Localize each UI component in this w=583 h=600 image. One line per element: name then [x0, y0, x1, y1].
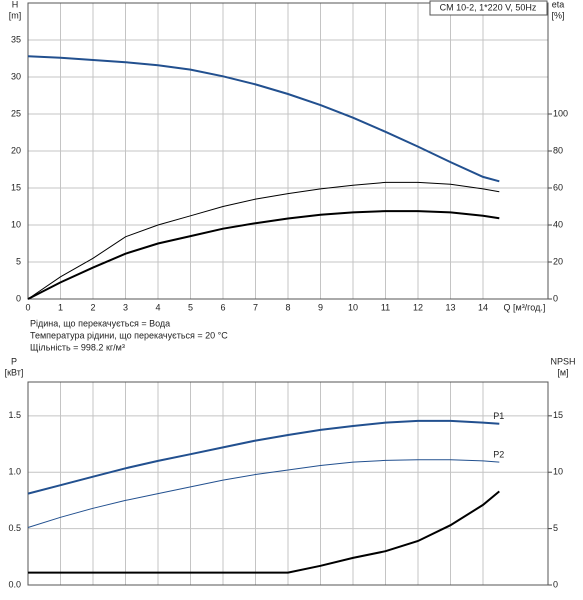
x-tick-label: 7	[253, 302, 258, 312]
y-tick-label: 35	[11, 34, 21, 44]
y-tick-label: 30	[11, 71, 21, 81]
y2-tick-label: 60	[553, 182, 563, 192]
y2-tick-label: 20	[553, 256, 563, 266]
y-axis-unit: [m]	[9, 10, 22, 20]
y-axis-label: H	[12, 0, 19, 9]
curve-label: P1	[493, 411, 504, 421]
curve	[27, 55, 500, 183]
note: Рідина, що перекачується = Вода	[30, 318, 170, 328]
plot-frame	[27, 381, 549, 586]
y-tick-label: 0	[16, 293, 21, 303]
y2-tick-label: 0	[553, 293, 558, 303]
curve	[27, 210, 500, 300]
x-axis-label: Q [м³/год.]	[504, 302, 546, 312]
y2-axis-label: NPSH	[550, 356, 575, 366]
x-tick-label: 12	[413, 302, 423, 312]
curve	[27, 181, 500, 300]
plot-frame	[27, 2, 549, 300]
chart-title: CM 10-2, 1*220 V, 50Hz	[440, 2, 537, 12]
y2-tick-label: 0	[553, 579, 558, 589]
x-tick-label: 2	[90, 302, 95, 312]
y-tick-label: 15	[11, 182, 21, 192]
x-tick-label: 10	[348, 302, 358, 312]
note: Температура рідини, що перекачується = 2…	[30, 330, 228, 340]
y2-tick-label: 40	[553, 219, 563, 229]
y2-tick-label: 10	[553, 467, 563, 477]
curve-label: P2	[493, 449, 504, 459]
curve	[27, 459, 500, 528]
x-tick-label: 11	[381, 302, 390, 312]
y-tick-label: 20	[11, 145, 21, 155]
y-tick-label: 0.0	[8, 579, 21, 589]
y2-tick-label: 15	[553, 410, 563, 420]
x-tick-label: 0	[25, 302, 30, 312]
y-tick-label: 1.0	[8, 467, 21, 477]
x-tick-label: 4	[155, 302, 160, 312]
y2-tick-label: 100	[553, 108, 568, 118]
x-tick-label: 13	[445, 302, 455, 312]
y-tick-label: 10	[11, 219, 21, 229]
x-tick-label: 5	[188, 302, 193, 312]
y-tick-label: 1.5	[8, 410, 21, 420]
y-tick-label: 5	[16, 256, 21, 266]
y-tick-label: 25	[11, 108, 21, 118]
y2-axis-unit: [%]	[551, 10, 564, 20]
y2-axis-label: eta	[552, 0, 565, 9]
x-tick-label: 9	[318, 302, 323, 312]
y-tick-label: 0.5	[8, 523, 21, 533]
x-tick-label: 14	[478, 302, 488, 312]
x-tick-label: 3	[123, 302, 128, 312]
y2-axis-unit: [м]	[557, 367, 568, 377]
x-tick-label: 6	[220, 302, 225, 312]
x-tick-label: 8	[285, 302, 290, 312]
curve	[28, 490, 500, 574]
x-tick-label: 1	[58, 302, 63, 312]
note: Щільність = 998.2 кг/м³	[30, 342, 125, 352]
y2-tick-label: 5	[553, 523, 558, 533]
y-axis-unit: [кВт]	[5, 367, 24, 377]
y-axis-label: P	[11, 356, 17, 366]
title-box	[429, 0, 548, 16]
y2-tick-label: 80	[553, 145, 563, 155]
curve	[27, 419, 500, 495]
